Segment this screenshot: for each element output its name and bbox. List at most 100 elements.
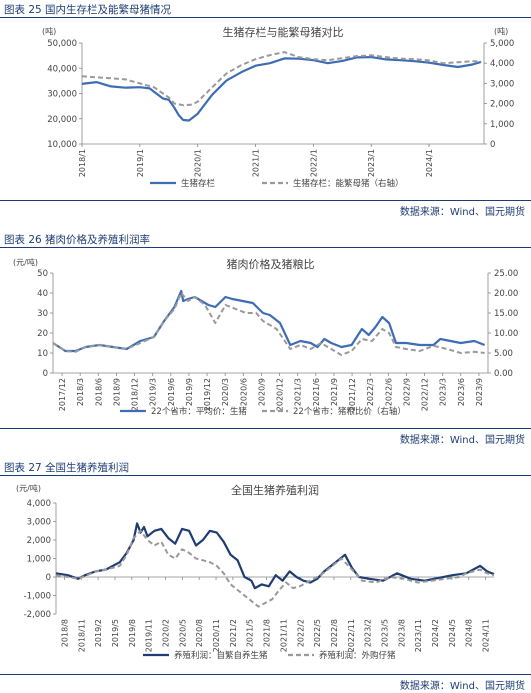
x-tick-label: 2024/8	[465, 619, 474, 647]
y-tick-label: 20	[37, 329, 48, 339]
y-tick-label: 20,000	[47, 115, 77, 125]
x-tick-label: 2023/6	[457, 378, 466, 406]
x-tick-label: 2020/5	[178, 619, 187, 647]
chart-title: 全国生猪养殖利润	[231, 483, 319, 497]
x-tick-label: 2020/3	[221, 378, 230, 406]
x-tick-label: 2021/11	[279, 619, 288, 652]
y-tick-label: 50,000	[47, 39, 77, 49]
x-tick-label: 2022/3	[366, 378, 375, 406]
x-tick-label: 2019/2	[94, 619, 103, 647]
y2-tick-label: 15.00	[494, 309, 518, 319]
chart-title: 生猪存栏与能繁母猪对比	[223, 25, 344, 39]
x-tick-label: 2024/2	[431, 619, 440, 647]
x-tick-label: 2023/11	[414, 619, 423, 652]
figure-caption-25: 图表 25 国内生存栏及能繁母猪情况	[4, 4, 172, 16]
right-axis-unit: (吨)	[494, 26, 508, 36]
y2-tick-label: 10.00	[494, 329, 518, 339]
x-tick-label: 2024/1	[425, 149, 434, 177]
x-tick-label: 2018/1	[78, 149, 87, 177]
y2-tick-label: 25.00	[494, 269, 518, 279]
legend-label: 生猪存栏：能繁母猪（右轴）	[293, 178, 404, 189]
chart-profit: 全国生猪养殖利润 (元/吨) -2,000 -1,000 0 1,000 2,000 3,00…	[16, 483, 495, 661]
x-tick-label: 2019/9	[185, 378, 194, 406]
caption-rule	[0, 475, 531, 476]
figure-caption-26: 图表 26 猪肉价格及养殖利润率	[4, 234, 151, 246]
y2-tick-label: 0	[490, 140, 495, 150]
y2-tick-label: 0.00	[494, 369, 513, 379]
x-tick-label: 2020/6	[239, 378, 248, 406]
x-tick-label: 2019/11	[145, 619, 154, 652]
left-axis-unit: (吨)	[42, 26, 56, 36]
series-line-secondary	[52, 292, 485, 356]
chart-stock-sows: 生猪存栏与能繁母猪对比 (吨) (吨) 10,000 20,000 30,000 40,00…	[42, 25, 514, 189]
x-tick-label: 2024/11	[482, 619, 491, 652]
x-tick-label: 2018/8	[60, 619, 69, 647]
x-tick-label: 2021/6	[312, 378, 321, 406]
y-tick-label: 4,000	[27, 499, 51, 509]
chart-price-ratio: 猪肉价格及猪粮比 (元/吨) 0 10 20 30 40 50 0.00 5.00 10.00 15.…	[13, 257, 518, 417]
x-tick-label: 2018/6	[94, 378, 103, 406]
y-tick-label: 30,000	[47, 90, 77, 100]
y-tick-label: 2,000	[27, 536, 51, 546]
x-tick-label: 2022/1	[309, 149, 318, 177]
x-tick-label: 2022/12	[421, 378, 430, 411]
figure-caption-27: 图表 27 全国生猪养殖利润	[4, 462, 130, 474]
x-tick-label: 2020/9	[257, 378, 266, 406]
legend-label: 22个省市：平均价：生猪	[151, 406, 247, 417]
legend-label: 养殖利润：自繁自养生猪	[174, 650, 268, 661]
x-tick-label: 2022/9	[402, 378, 411, 406]
x-tick-label: 2021/12	[348, 378, 357, 411]
legend-label: 生猪存栏	[181, 178, 216, 189]
x-tick-label: 2020/2	[162, 619, 171, 647]
y-tick-label: 40,000	[47, 64, 77, 74]
x-tick-label: 2018/9	[112, 378, 121, 406]
caption-rule	[0, 17, 531, 18]
x-tick-label: 2023/5	[381, 619, 390, 647]
x-tick-label: 2020/12	[276, 378, 285, 411]
source-rule	[0, 428, 531, 429]
x-tick-label: 2020/8	[195, 619, 204, 647]
x-tick-label: 2022/5	[313, 619, 322, 647]
x-tick-label: 2024/5	[448, 619, 457, 647]
y2-tick-label: 1,000	[490, 120, 514, 130]
x-tick-label: 2023/8	[397, 619, 406, 647]
source-rule	[0, 674, 531, 675]
y-tick-label: 1,000	[27, 555, 51, 565]
y-tick-label: 40	[37, 289, 48, 299]
left-axis-unit: (元/吨)	[13, 257, 38, 267]
x-tick-label: 2021/8	[263, 619, 272, 647]
y-tick-label: 50	[37, 269, 48, 279]
source-note: 数据来源：Wind、国元期货	[399, 207, 525, 218]
x-tick-label: 2020/11	[212, 619, 221, 652]
x-tick-label: 2020/1	[194, 149, 203, 177]
x-tick-label: 2019/6	[167, 378, 176, 406]
y2-tick-label: 4,000	[490, 59, 514, 69]
y2-tick-label: 5,000	[490, 39, 514, 49]
x-tick-label: 2019/1	[136, 149, 145, 177]
x-tick-label: 2022/8	[330, 619, 339, 647]
series-line-secondary	[55, 529, 495, 608]
source-note: 数据来源：Wind、国元期货	[399, 435, 525, 446]
x-tick-label: 2023/2	[364, 619, 373, 647]
chart-title: 猪肉价格及猪粮比	[227, 257, 315, 271]
caption-rule	[0, 247, 531, 248]
y2-tick-label: 20.00	[494, 289, 518, 299]
y-tick-label: 0	[46, 573, 51, 583]
y-tick-label: 3,000	[27, 518, 51, 528]
left-axis-unit: (元/吨)	[16, 483, 41, 493]
y-tick-label: -1,000	[24, 592, 51, 602]
y2-tick-label: 5.00	[494, 349, 513, 359]
x-tick-label: 2022/6	[384, 378, 393, 406]
x-tick-label: 2023/1	[367, 149, 376, 177]
series-line-primary	[55, 522, 495, 590]
x-tick-label: 2019/12	[203, 378, 212, 411]
y-tick-label: 10	[37, 349, 48, 359]
source-note: 数据来源：Wind、国元期货	[399, 681, 525, 692]
x-tick-label: 2021/3	[294, 378, 303, 406]
x-tick-label: 2018/12	[131, 378, 140, 411]
x-tick-label: 2019/3	[149, 378, 158, 406]
legend-label: 养殖利润：外购仔猪	[319, 650, 396, 661]
x-tick-label: 2021/9	[330, 378, 339, 406]
x-tick-label: 2019/5	[111, 619, 120, 647]
legend-label: 22个省市：猪粮比价（右轴）	[293, 406, 406, 417]
